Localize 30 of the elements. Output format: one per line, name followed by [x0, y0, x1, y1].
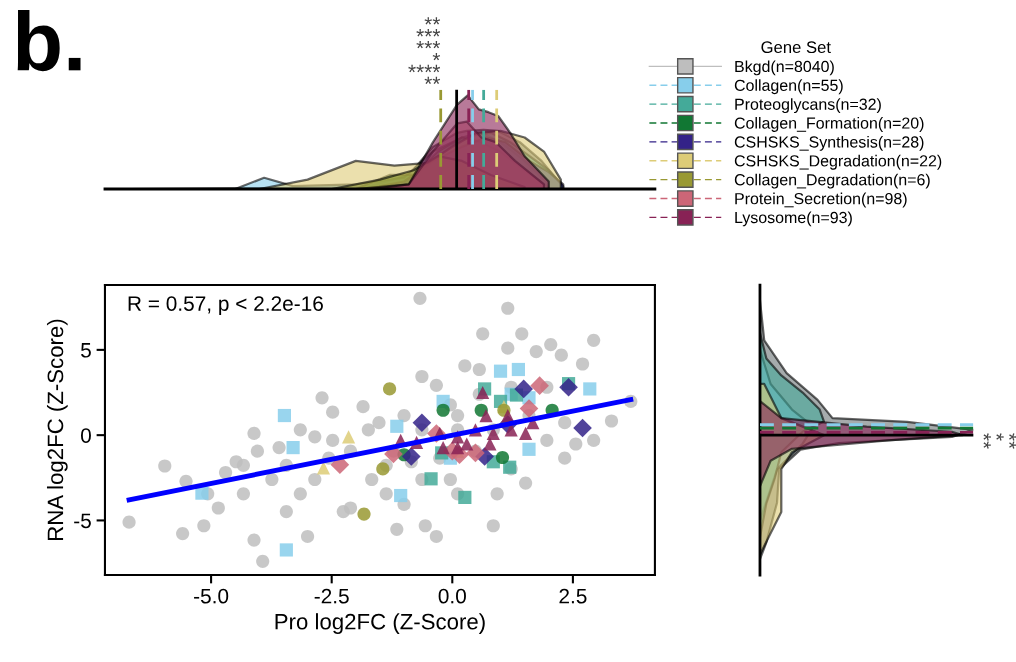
text: ***: [416, 41, 441, 49]
text: **: [424, 76, 441, 85]
chart-title: b.: [17, 9, 81, 72]
y-tick-label: 5: [81, 343, 91, 358]
legend-label: Bkgd(n=8040): [735, 60, 834, 76]
annotation: R = 0.57, p < 2.2e-16: [128, 296, 323, 316]
x-tick-label: -5.0: [194, 588, 229, 604]
legend-label: CSHSKS_Degradation(n=22): [734, 154, 942, 170]
legend-label: Lysosome(n=93): [735, 211, 852, 227]
y-axis-title: RNA log2FC (Z-Score): [46, 319, 68, 540]
legend-label: Proteoglycans(n=32): [735, 98, 881, 114]
legend-label: Protein_Secretion(n=98): [735, 192, 907, 208]
text: **: [1009, 433, 1016, 449]
x-axis-title: Pro log2FC (Z-Score): [275, 613, 485, 634]
y-tick-label: 0: [80, 428, 91, 443]
text: ****: [408, 64, 441, 73]
text: **: [983, 433, 991, 449]
legend-label: CSHSKS_Synthesis(n=28): [734, 135, 924, 151]
legend-label: Collagen_Formation(n=20): [734, 117, 924, 132]
legend-label: Collagen(n=55): [734, 79, 843, 95]
text: **: [424, 17, 441, 25]
x-tick-label: 0.0: [438, 588, 466, 604]
text: ***: [416, 29, 441, 37]
y-tick-label: -5: [74, 513, 91, 529]
legend-label: Collagen_Degradation(n=6): [734, 173, 930, 189]
x-tick-label: 2.5: [559, 588, 587, 604]
text: *: [432, 52, 441, 61]
x-tick-label: -2.5: [314, 588, 349, 604]
text: *: [996, 433, 1004, 441]
legend-title: Gene Set: [761, 41, 831, 54]
